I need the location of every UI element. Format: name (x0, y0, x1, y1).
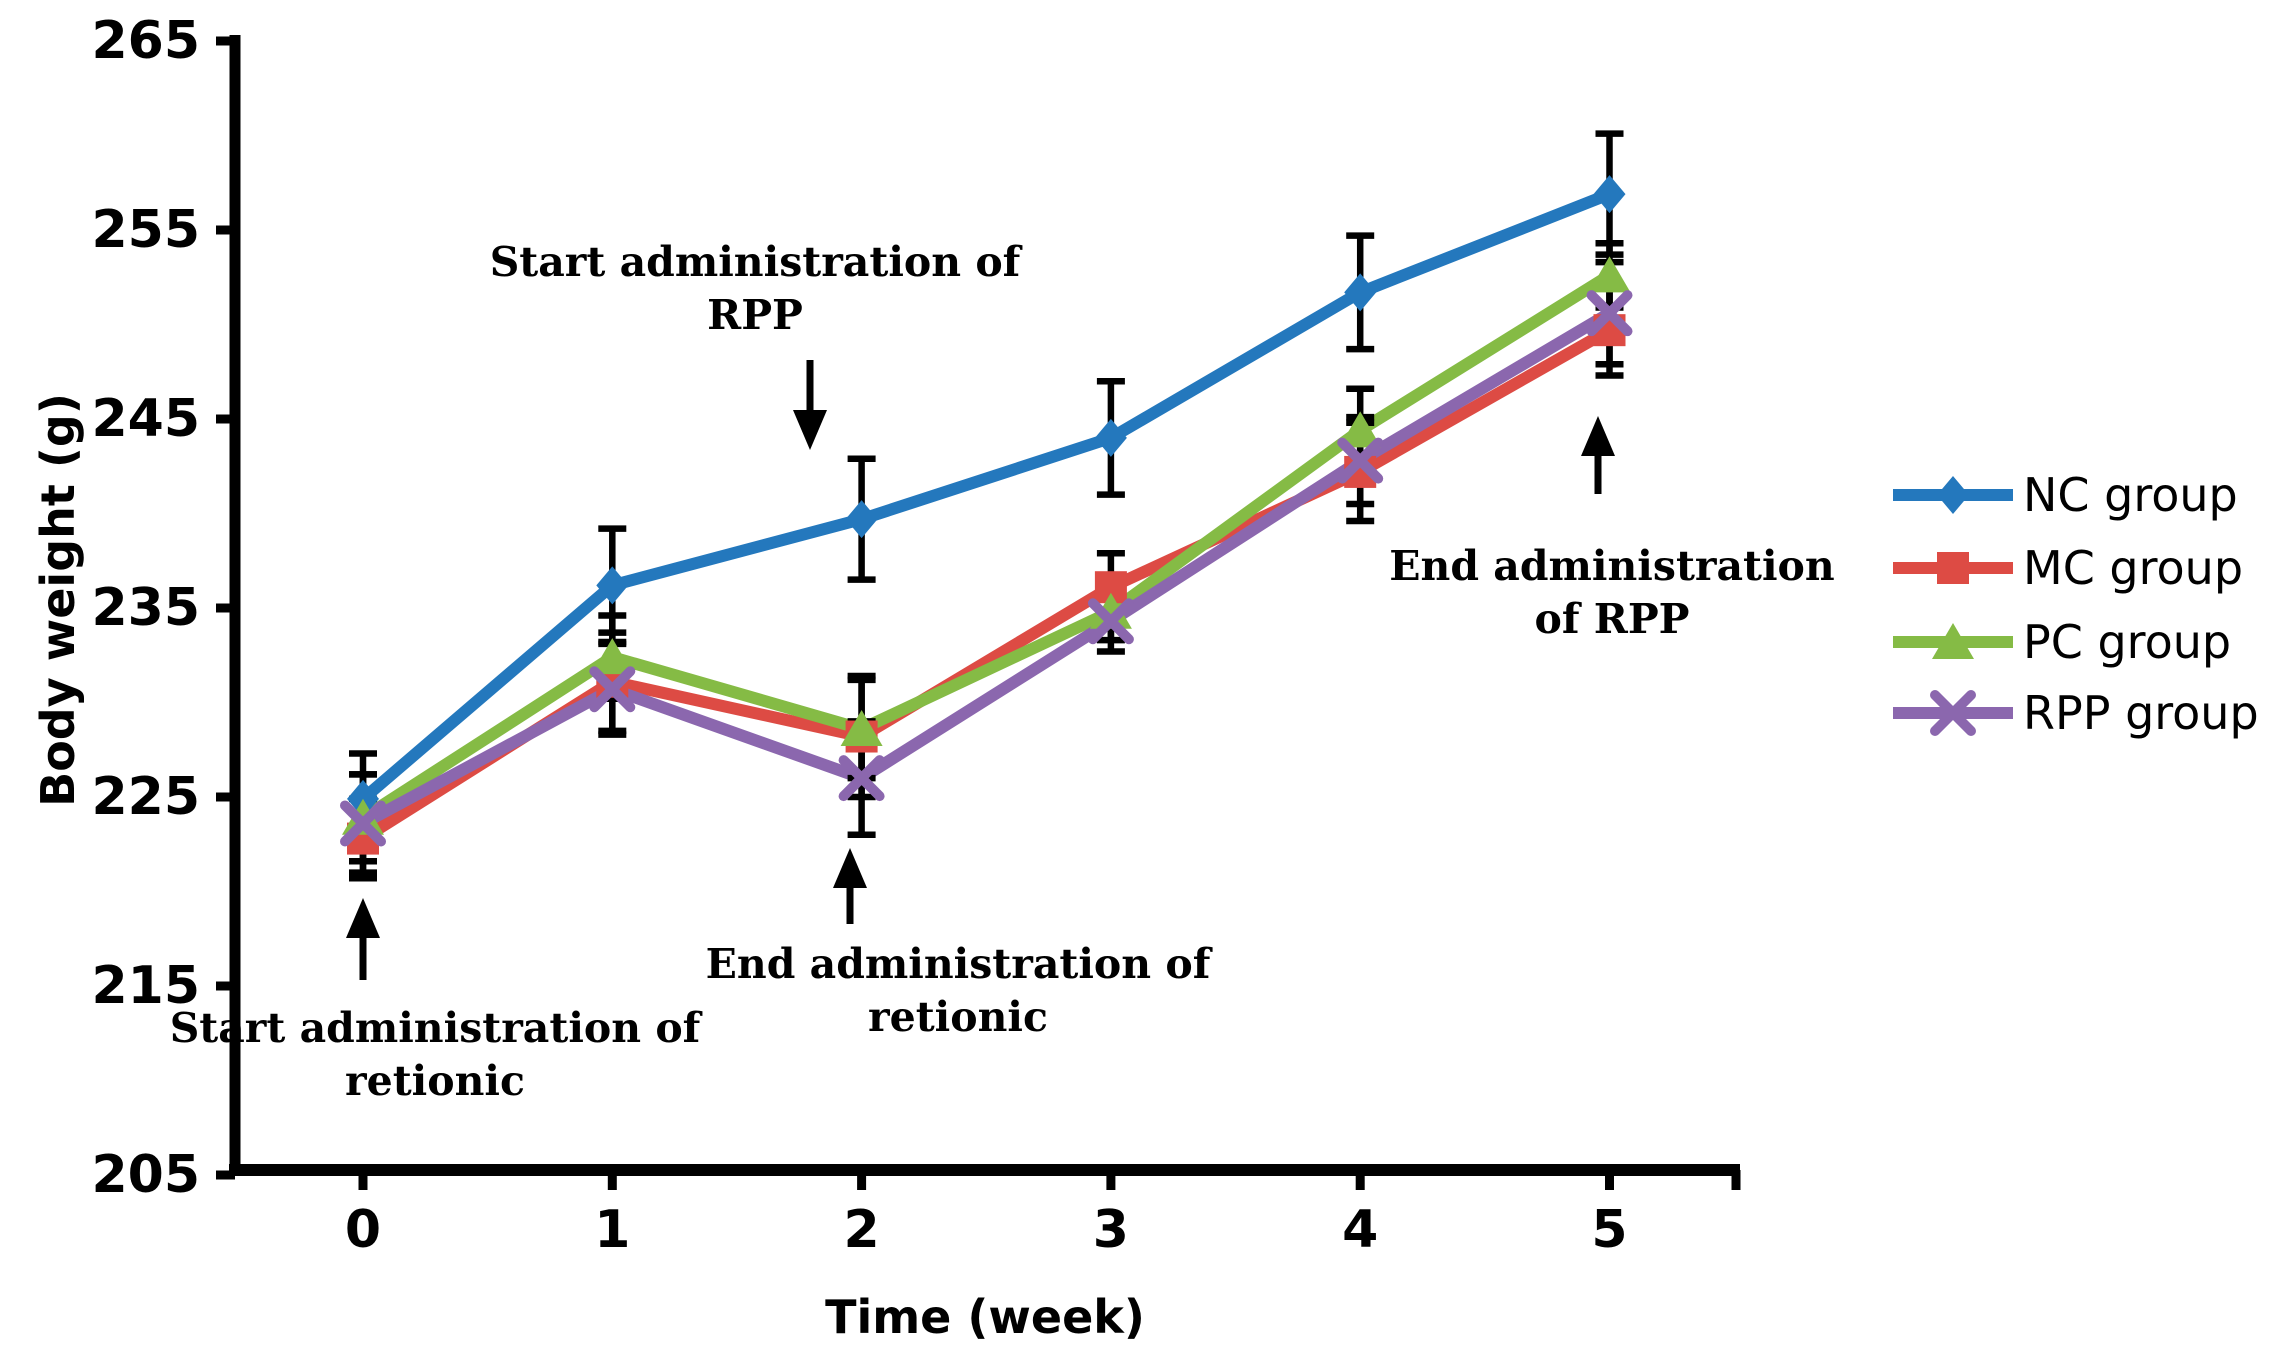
x-marker-icon (589, 666, 636, 713)
triangle-marker-icon (1588, 256, 1631, 293)
arrow-up-icon (346, 898, 380, 938)
series-line-rpp-group (360, 307, 1613, 829)
legend-label: MC group (2023, 541, 2243, 595)
annotation-line: of RPP (1534, 595, 1690, 643)
legend-label: NC group (2023, 468, 2238, 522)
triangle-marker-icon (840, 709, 883, 746)
triangle-marker-icon (1089, 592, 1132, 629)
annotation-line: End administration of (705, 940, 1211, 988)
x-tick-label: 0 (345, 1200, 381, 1260)
triangle-marker-icon (1932, 623, 1974, 659)
x-tick-label: 5 (1591, 1200, 1627, 1260)
y-axis-title: Body weight (g) (31, 393, 85, 807)
square-marker-icon (1937, 552, 1969, 584)
series-line-pc-group (359, 270, 1613, 823)
legend-item-mc-group: MC group (1893, 541, 2243, 595)
x-marker-icon (1337, 437, 1384, 484)
triangle-marker-icon (591, 638, 634, 675)
arrow-up-icon (833, 848, 867, 888)
annotation-line: retionic (345, 1057, 525, 1105)
diamond-marker-icon (1937, 476, 1969, 514)
legend-item-nc-group: NC group (1893, 468, 2238, 522)
legend-label: RPP group (2023, 686, 2259, 740)
annotation-start-retionic: Start administration of retionic (170, 1002, 701, 1108)
annotation-start-rpp: Start administration of RPP (490, 236, 1021, 342)
y-tick-label: 215 (91, 956, 200, 1016)
series-lines (359, 188, 1613, 844)
diamond-marker-icon (1094, 418, 1127, 457)
x-marker-icon (1087, 598, 1134, 645)
annotation-arrows (346, 360, 1615, 980)
legend: NC group MC group PC group RPP group (1893, 468, 2259, 740)
annotation-line: retionic (868, 993, 1048, 1041)
arrow-up-icon (1581, 416, 1615, 456)
diamond-marker-icon (845, 500, 878, 539)
annotation-end-rpp: End administration of RPP (1389, 540, 1834, 646)
y-tick-label: 255 (91, 200, 200, 260)
x-tick-label: 3 (1093, 1200, 1129, 1260)
markers-rpp-group (340, 290, 1633, 847)
x-marker-icon (838, 755, 885, 802)
diamond-marker-icon (1593, 175, 1626, 214)
diamond-marker-icon (1344, 273, 1377, 312)
triangle-marker-icon (1339, 411, 1382, 448)
markers-nc-group (347, 175, 1626, 818)
x-marker-icon (340, 800, 386, 847)
x-tick-label: 2 (844, 1200, 880, 1260)
annotation-line: End administration (1389, 542, 1835, 590)
series-line-nc-group (359, 188, 1612, 804)
x-axis-title: Time (week) (825, 1290, 1145, 1344)
x-axis: 0 1 2 3 4 5 (345, 1170, 1741, 1260)
diamond-marker-icon (596, 566, 629, 605)
annotation-line: Start administration of (169, 1004, 701, 1052)
x-tick-label: 4 (1342, 1200, 1378, 1260)
annotation-line: RPP (707, 291, 803, 339)
arrow-down-icon (793, 410, 827, 450)
y-tick-label: 225 (91, 767, 200, 827)
legend-label: PC group (2023, 615, 2231, 669)
x-tick-label: 1 (594, 1200, 630, 1260)
annotation-end-retionic: End administration of retionic (706, 938, 1211, 1044)
series-markers (340, 175, 1633, 855)
legend-item-pc-group: PC group (1893, 615, 2231, 669)
x-marker-icon (1930, 690, 1976, 736)
legend-item-rpp-group: RPP group (1893, 686, 2259, 740)
y-tick-label: 205 (91, 1145, 200, 1205)
annotation-line: Start administration of (489, 238, 1021, 286)
x-marker-icon (1586, 290, 1633, 337)
y-axis: 205 215 225 235 245 255 265 (91, 11, 235, 1205)
y-tick-label: 245 (91, 389, 200, 449)
y-tick-label: 265 (91, 11, 200, 71)
y-tick-label: 235 (91, 578, 200, 638)
